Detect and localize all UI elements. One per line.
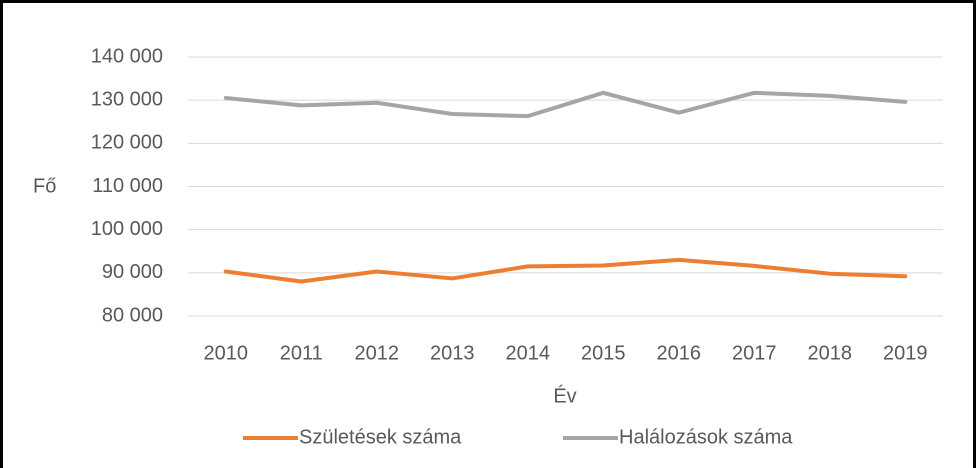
x-tick-label: 2015 bbox=[581, 342, 626, 364]
y-tick-label: 90 000 bbox=[102, 261, 163, 283]
x-tick-label: 2011 bbox=[280, 342, 323, 364]
x-tick-label: 2019 bbox=[883, 342, 928, 364]
y-tick-label: 140 000 bbox=[91, 45, 163, 67]
x-tick-label: 2018 bbox=[808, 342, 853, 364]
legend-label: Halálozások száma bbox=[619, 426, 793, 448]
x-tick-label: 2016 bbox=[657, 342, 702, 364]
line-series bbox=[223, 257, 908, 284]
x-tick-label: 2012 bbox=[355, 342, 400, 364]
y-tick-label: 100 000 bbox=[91, 218, 163, 240]
legend-label: Születések száma bbox=[299, 426, 462, 448]
y-tick-label: 130 000 bbox=[91, 88, 163, 110]
x-tick-label: 2010 bbox=[204, 342, 249, 364]
x-tick-label: 2013 bbox=[430, 342, 475, 364]
x-tick-label: 2017 bbox=[732, 342, 777, 364]
y-tick-label: 80 000 bbox=[102, 304, 163, 326]
x-tick-label: 2014 bbox=[506, 342, 551, 364]
y-tick-label: 110 000 bbox=[92, 175, 163, 197]
line-series bbox=[223, 90, 908, 119]
x-axis-label: Év bbox=[553, 384, 576, 407]
y-tick-label: 120 000 bbox=[91, 132, 163, 154]
y-axis-label: Fő bbox=[33, 175, 56, 197]
